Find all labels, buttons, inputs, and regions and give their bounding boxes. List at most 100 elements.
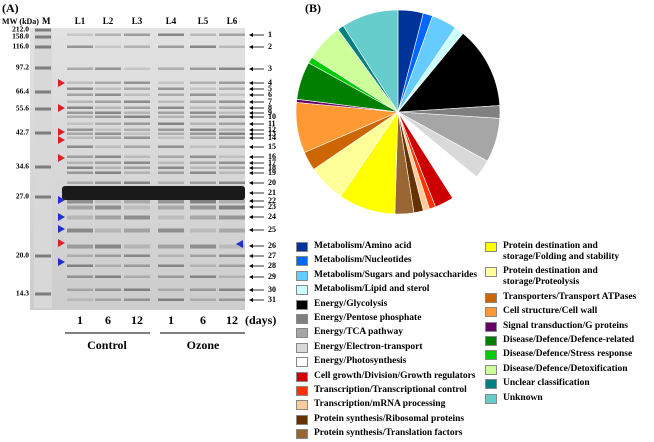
gel-band — [95, 87, 121, 90]
gel-band — [219, 215, 245, 220]
legend-text: Protein destination and storage/Folding … — [503, 241, 620, 262]
major-band — [62, 186, 245, 200]
red-marker — [58, 239, 65, 247]
gel-band — [219, 81, 245, 84]
band-number: 24 — [268, 212, 276, 221]
gel-band — [190, 122, 216, 125]
legend-text: Disease/Defence/Defence-related — [503, 334, 635, 345]
marker-lane-label: M — [42, 16, 51, 26]
gel-band — [67, 45, 93, 48]
arrow-head — [249, 136, 253, 140]
gel-band — [158, 115, 184, 118]
legend-text: Transcription/Transcriptional control — [314, 384, 467, 395]
gel-band — [67, 115, 93, 118]
day-label: 6 — [105, 313, 111, 327]
gel-band — [219, 161, 245, 164]
gel-band — [95, 264, 121, 267]
gel-band — [95, 199, 121, 204]
arrow-head — [249, 254, 253, 258]
gel-band — [67, 215, 93, 220]
gel-band — [67, 298, 93, 301]
gel-band — [95, 171, 121, 174]
gel-band — [95, 93, 121, 96]
gel-band — [158, 122, 184, 125]
arrow-head — [249, 191, 253, 195]
legend-swatch — [296, 256, 308, 267]
band-number: 6 — [268, 90, 272, 99]
pie-slice — [342, 9, 399, 114]
legend-item: Transcription/mRNA processing — [296, 399, 481, 411]
gel-band — [158, 264, 184, 267]
marker-band — [35, 66, 51, 70]
legend-swatch — [485, 292, 497, 303]
band-number: 3 — [268, 64, 272, 73]
legend-item: Metabolism/Sugars and polysaccharides — [296, 270, 481, 281]
legend-text: Protein synthesis/Ribosomal proteins — [314, 413, 465, 424]
legend: Metabolism/Amino acid Metabolism/Nucleoti… — [296, 241, 481, 442]
arrow-head — [249, 111, 253, 115]
gel-band — [190, 115, 216, 118]
gel-band — [219, 254, 245, 257]
gel-band — [190, 228, 216, 233]
marker-band — [35, 131, 51, 135]
gel-band — [158, 106, 184, 109]
gel-band — [219, 111, 245, 114]
gel-band — [95, 166, 121, 169]
gel-band — [158, 215, 184, 220]
legend-text: Metabolism/Amino acid — [314, 241, 412, 251]
legend-item: Energy/Pentose phosphate — [296, 313, 481, 324]
gel-band — [158, 275, 184, 278]
arrow-head — [249, 166, 253, 170]
legend-text: Disease/Defence/Detoxification — [503, 363, 628, 374]
gel-band — [67, 132, 93, 135]
gel-band — [219, 275, 245, 278]
red-marker — [58, 104, 65, 112]
gel-band — [219, 122, 245, 125]
gel-band — [95, 33, 121, 36]
band-number: 22 — [268, 196, 276, 205]
legend-swatch — [296, 371, 308, 382]
gel-band — [67, 275, 93, 278]
arrow-head — [249, 115, 253, 119]
gel-band — [124, 166, 150, 169]
gel-band — [158, 87, 184, 90]
gel-band — [219, 33, 245, 36]
gel-band — [124, 111, 150, 114]
legend-text: Cell growth/Division/Growth regulators — [314, 370, 476, 381]
gel-band — [67, 155, 93, 158]
gel-band — [95, 122, 121, 125]
arrow-head — [249, 33, 253, 37]
gel-band — [158, 171, 184, 174]
gel-band — [124, 254, 150, 257]
gel-band — [95, 128, 121, 131]
marker-label: 97.2 — [16, 63, 29, 72]
gel-band — [95, 205, 121, 210]
gel-band — [158, 254, 184, 257]
gel-band — [67, 67, 93, 70]
gel-band — [124, 81, 150, 84]
arrow-head — [249, 244, 253, 248]
gel-band — [190, 132, 216, 135]
gel-band — [67, 81, 93, 84]
legend-swatch — [296, 357, 308, 368]
band-number: 9 — [268, 108, 272, 117]
legend-text: Metabolism/Lipid and sterol — [314, 284, 430, 295]
marker-band — [35, 292, 51, 296]
pie-slice — [397, 32, 501, 113]
gel-band — [124, 87, 150, 90]
gel-band — [158, 81, 184, 84]
marker-label: 34.6 — [16, 162, 29, 171]
legend-item: Transcription/Transcriptional control — [296, 385, 481, 396]
gel-band — [219, 205, 245, 210]
day-label: 6 — [200, 313, 206, 327]
gel-band — [158, 136, 184, 139]
gel-band — [124, 122, 150, 125]
legend-text: Energy/Pentose phosphate — [314, 312, 422, 323]
arrow-head — [249, 100, 253, 104]
legend-text: Unclear classification — [503, 378, 590, 389]
gel-band — [95, 215, 121, 220]
legend-text: Cell structure/Cell wall — [503, 306, 598, 317]
blue-marker — [58, 225, 65, 233]
band-number: 28 — [268, 261, 276, 270]
marker-band — [35, 195, 51, 199]
